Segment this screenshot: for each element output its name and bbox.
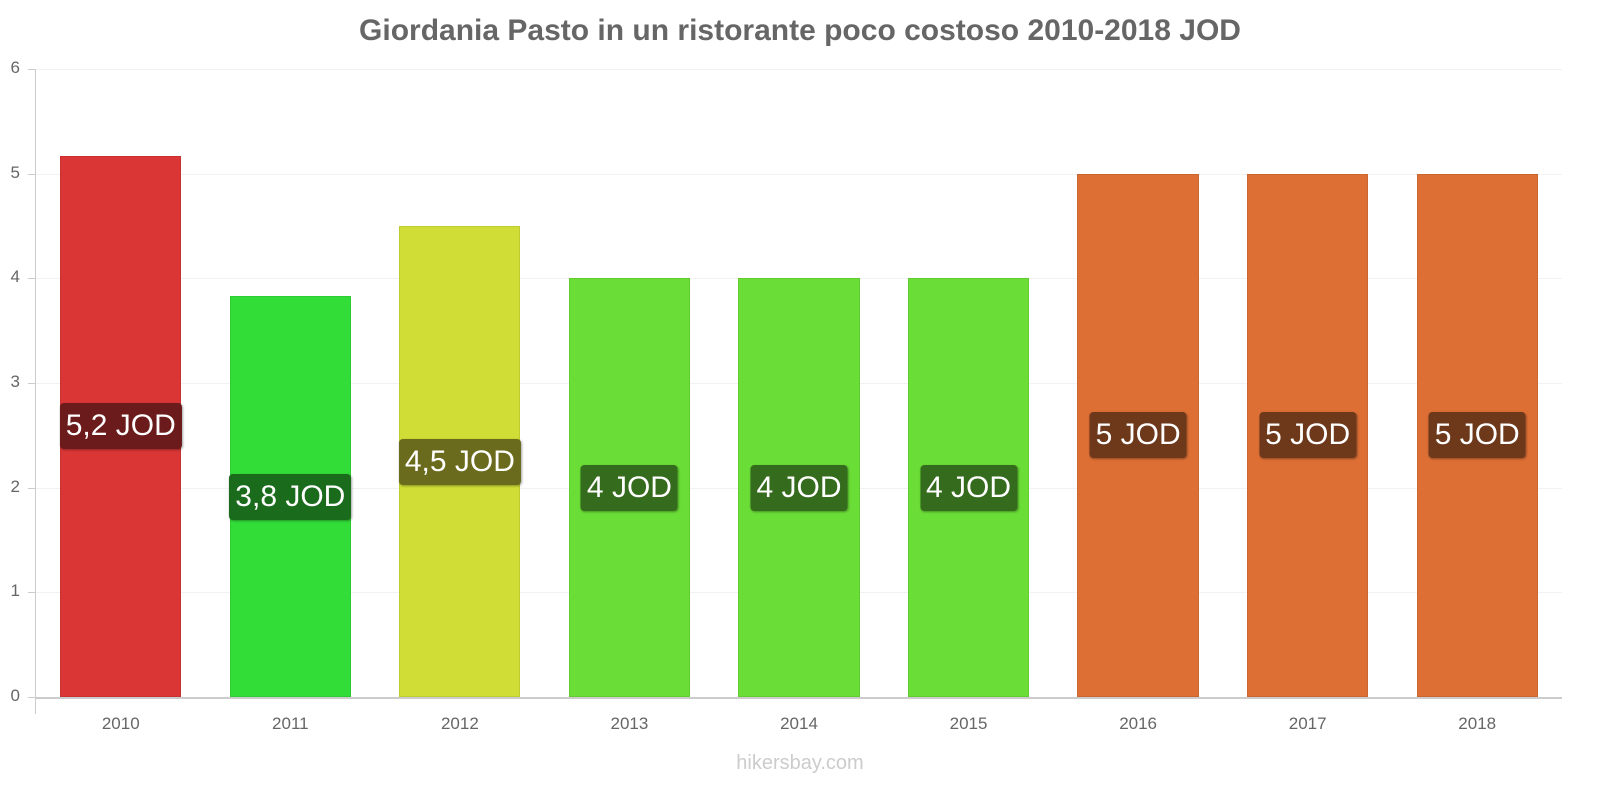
y-tick-label: 0 [10, 686, 20, 705]
bar-value-label: 4,5 JOD [398, 438, 521, 485]
y-tick-mark [28, 174, 36, 175]
bar-value-label: 3,8 JOD [229, 473, 352, 520]
y-tick-mark [28, 488, 36, 489]
y-tick-label: 4 [10, 267, 20, 286]
bar-value-label: 4 JOD [750, 464, 848, 511]
gridline [36, 69, 1562, 70]
bar-value-label: 5,2 JOD [59, 403, 182, 450]
x-tick-label: 2010 [101, 714, 140, 733]
x-tick-label: 2013 [610, 714, 649, 733]
y-tick-label: 2 [10, 477, 20, 496]
y-tick-mark [28, 383, 36, 384]
x-tick-label: 2014 [780, 714, 818, 733]
bar-value-label: 5 JOD [1428, 412, 1526, 459]
x-tick-label: 2016 [1119, 714, 1158, 733]
x-tick-label: 2017 [1288, 714, 1327, 733]
y-tick-mark [28, 592, 36, 593]
y-tick-label: 6 [10, 58, 20, 77]
y-tick-mark [28, 69, 36, 70]
x-tick-label: 2018 [1458, 714, 1497, 733]
bar-value-label: 5 JOD [1259, 412, 1357, 459]
watermark: hikersbay.com [736, 752, 864, 774]
bar-value-label: 5 JOD [1089, 412, 1187, 459]
x-tick-label: 2011 [272, 714, 309, 733]
x-tick-label: 2012 [440, 714, 479, 733]
y-tick-label: 1 [10, 581, 20, 600]
y-tick-label: 3 [10, 372, 20, 391]
plot-area: 5,2 JOD 3,8 JOD 4,5 JOD 4 JOD 4 JOD 4 JOD 5 JO… [36, 69, 1562, 697]
x-tick-label: 2015 [949, 714, 988, 733]
gridline [36, 174, 1562, 175]
y-tick-label: 5 [10, 163, 20, 182]
y-tick-mark [28, 697, 36, 698]
x-axis-line [36, 697, 1562, 699]
chart-title: Giordania Pasto in un ristorante poco co… [359, 14, 1241, 47]
y-axis-line [35, 69, 36, 714]
bar-value-label: 4 JOD [580, 464, 678, 511]
y-tick-mark [28, 278, 36, 279]
bar-value-label: 4 JOD [920, 464, 1018, 511]
